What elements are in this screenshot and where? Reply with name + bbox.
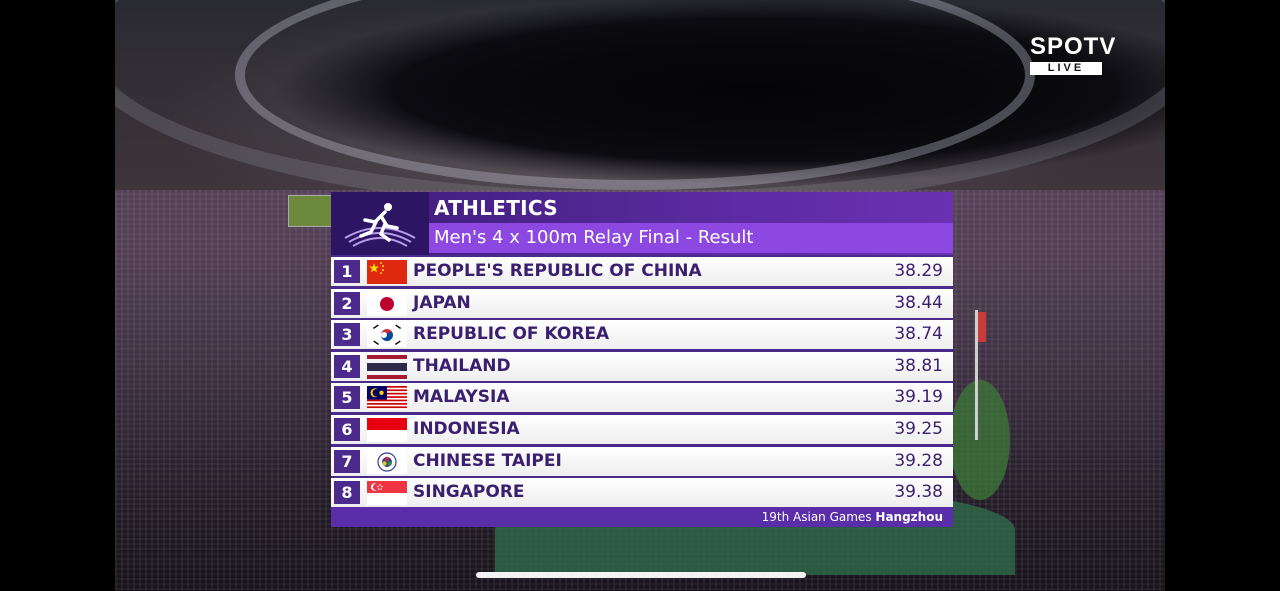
flag-indonesia-icon <box>367 417 407 442</box>
flag-on-pole <box>978 312 986 342</box>
flag-japan-icon <box>367 291 407 316</box>
broadcaster-logo: SPOTV LIVE <box>1030 33 1117 75</box>
country-name: MALAYSIA <box>413 387 510 408</box>
country-name: PEOPLE'S REPUBLIC OF CHINA <box>413 261 702 281</box>
flag-thailand-icon <box>367 354 407 379</box>
result-row: 1 PEOPLE'S REPUBLIC OF CHINA 38.29 <box>331 257 953 286</box>
event-title: Men's 4 x 100m Relay Final - Result <box>429 223 953 253</box>
result-time: 39.38 <box>894 482 943 503</box>
games-label: 19th Asian Games Hangzhou <box>762 507 943 527</box>
video-player[interactable] <box>115 0 1165 591</box>
result-row: 7 CHINESE TAIPEI 39.28 <box>331 446 953 476</box>
stadium-field-edge <box>950 380 1010 500</box>
result-time: 39.28 <box>894 450 943 471</box>
result-row: 4 THAILAND 38.81 <box>331 351 953 381</box>
results-footer: 19th Asian Games Hangzhou <box>331 507 953 528</box>
results-table: 1 PEOPLE'S REPUBLIC OF CHINA 38.29 2 <box>331 255 953 508</box>
rank-badge: 1 <box>334 260 360 283</box>
result-time: 39.25 <box>894 418 943 439</box>
results-graphic: ATHLETICS Men's 4 x 100m Relay Final - R… <box>331 192 953 528</box>
broadcaster-name: SPOTV <box>1030 33 1117 60</box>
result-row: 6 INDONESIA 39.25 <box>331 414 953 444</box>
result-time: 39.19 <box>894 387 943 408</box>
rank-badge: 8 <box>334 481 360 505</box>
host-city: Hangzhou <box>875 510 943 525</box>
rank-badge: 6 <box>334 417 360 441</box>
live-badge: LIVE <box>1030 62 1102 75</box>
rank-badge: 4 <box>334 354 360 378</box>
athletics-pictogram-icon <box>331 192 429 255</box>
sport-title: ATHLETICS <box>434 196 558 220</box>
result-time: 38.44 <box>894 292 943 313</box>
flag-singapore-icon <box>367 481 407 506</box>
result-time: 38.74 <box>894 324 943 345</box>
games-name: 19th Asian Games <box>761 510 872 525</box>
result-time: 38.29 <box>894 261 943 281</box>
result-row: 8 SINGAPORE 39.38 <box>331 478 953 508</box>
flag-chinese-taipei-icon <box>367 449 407 474</box>
home-indicator[interactable] <box>476 572 806 578</box>
country-name: SINGAPORE <box>413 482 525 503</box>
country-name: CHINESE TAIPEI <box>413 450 562 471</box>
result-time: 38.81 <box>894 355 943 376</box>
flag-korea-icon <box>367 323 407 348</box>
stadium-video-screen <box>288 195 334 227</box>
result-row: 2 JAPAN 38.44 <box>331 288 953 318</box>
rank-badge: 5 <box>334 386 360 410</box>
results-header: ATHLETICS Men's 4 x 100m Relay Final - R… <box>331 192 953 255</box>
result-row: 5 MALAYSIA 39.19 <box>331 383 953 413</box>
rank-badge: 2 <box>334 291 360 315</box>
flag-pole <box>975 310 978 440</box>
country-name: THAILAND <box>413 355 511 376</box>
rank-badge: 3 <box>334 323 360 347</box>
flag-malaysia-icon <box>367 386 407 411</box>
rank-badge: 7 <box>334 449 360 473</box>
result-row: 3 REPUBLIC OF KOREA 38.74 <box>331 320 953 350</box>
country-name: JAPAN <box>413 292 471 313</box>
flag-china-icon <box>367 260 407 284</box>
country-name: REPUBLIC OF KOREA <box>413 324 610 345</box>
country-name: INDONESIA <box>413 418 520 439</box>
